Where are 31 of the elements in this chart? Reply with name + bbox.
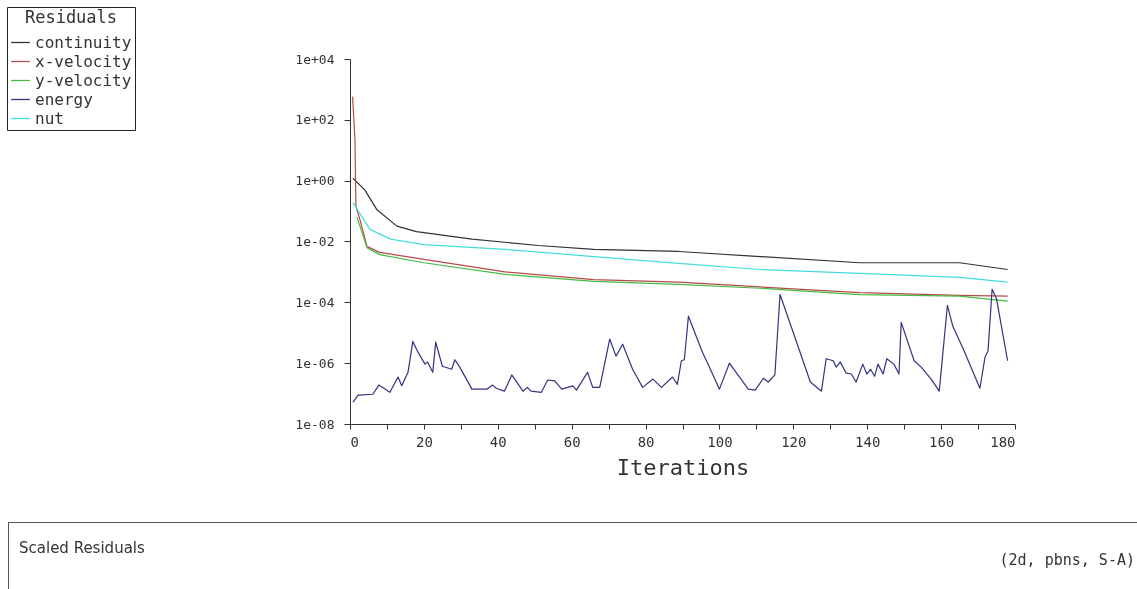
- line-series: [352, 202, 1009, 283]
- y-tick-label: 1e-08: [295, 416, 335, 432]
- legend-label: nut: [35, 108, 64, 128]
- x-tick-label: 180: [990, 433, 1016, 450]
- y-tick-label: 1e-02: [295, 234, 335, 249]
- text: (2d, pbns, S-A): [999, 551, 1135, 569]
- y-tick-label: 1e-06: [295, 355, 335, 371]
- x-tick-label: 20: [415, 433, 433, 450]
- line-series: [356, 216, 1009, 302]
- x-tick-label: 40: [489, 433, 507, 450]
- line-series: [352, 177, 1009, 271]
- legend-title: Residuals: [24, 7, 118, 27]
- y-tick-label: 1e+02: [295, 112, 335, 128]
- line-series: [352, 288, 1009, 403]
- y-tick-label: 1e+00: [295, 173, 335, 189]
- x-tick-label: 120: [781, 433, 807, 450]
- x-tick-label: 80: [637, 433, 655, 450]
- line-series: [351, 96, 1009, 297]
- text: Scaled Residuals: [19, 539, 145, 557]
- x-tick-label: 160: [928, 433, 955, 450]
- x-tick-label: 0: [350, 433, 359, 450]
- legend-label: continuity: [35, 32, 132, 52]
- legend-label: y-velocity: [35, 70, 132, 90]
- y-tick-label: 1e-04: [295, 294, 335, 310]
- legend-label: energy: [35, 89, 94, 109]
- x-tick-label: 140: [855, 433, 881, 450]
- x-axis-title: Iterations: [616, 454, 750, 480]
- y-tick-label: 1e+04: [295, 51, 335, 67]
- x-tick-label: 60: [563, 433, 581, 450]
- x-tick-label: 100: [707, 433, 733, 450]
- legend-label: x-velocity: [35, 51, 132, 71]
